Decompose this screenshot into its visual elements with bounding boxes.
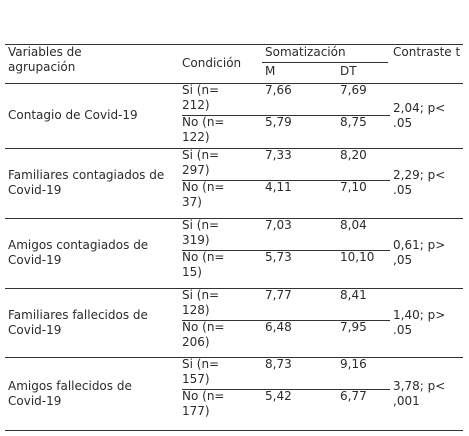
m-cell: 8,73 xyxy=(265,357,292,371)
m-cell: 7,33 xyxy=(265,148,292,162)
contrast-cell: 3,78; p< ,001 xyxy=(393,378,446,408)
dt-cell: 9,16 xyxy=(340,357,367,371)
rule xyxy=(5,83,463,84)
condition-cell: Si (n= 128) xyxy=(182,288,220,317)
dt-cell: 8,20 xyxy=(340,148,367,162)
m-cell: 7,03 xyxy=(265,218,292,232)
m-cell: 4,11 xyxy=(265,180,292,194)
group-label: Familiares contagiados de Covid-19 xyxy=(8,168,165,197)
header-cell: Variables de agrupación xyxy=(8,45,82,74)
dt-cell: 7,69 xyxy=(340,83,367,97)
contrast-cell: 0,61; p> ,05 xyxy=(393,238,446,267)
contrast-cell: 2,29; p< .05 xyxy=(393,168,446,197)
group-label: Amigos contagiados de Covid-19 xyxy=(8,238,149,267)
rule xyxy=(5,357,463,358)
group-label: Familiares fallecidos de Covid-19 xyxy=(8,307,148,337)
rule xyxy=(182,389,390,390)
group-label: Contagio de Covid-19 xyxy=(8,108,138,122)
dt-cell: 10,10 xyxy=(340,250,375,264)
header-cell: Somatización xyxy=(265,45,346,59)
header-cell: Contraste t xyxy=(393,45,461,59)
rule xyxy=(182,250,390,251)
m-cell: 7,77 xyxy=(265,288,292,302)
condition-cell: Si (n= 297) xyxy=(182,148,220,177)
m-cell: 5,42 xyxy=(265,389,292,403)
dt-cell: 7,10 xyxy=(340,180,367,194)
condition-cell: Si (n= 157) xyxy=(182,357,220,386)
contrast-cell: 1,40; p> .05 xyxy=(393,307,446,337)
rule xyxy=(262,62,388,63)
dt-cell: 8,41 xyxy=(340,288,367,302)
m-cell: 5,73 xyxy=(265,250,292,264)
header-cell: Condición xyxy=(182,56,242,70)
dt-cell: 8,04 xyxy=(340,218,367,232)
m-cell: 6,48 xyxy=(265,320,292,334)
condition-cell: No (n= 177) xyxy=(182,389,225,418)
rule xyxy=(182,320,390,321)
group-label: Amigos fallecidos de Covid-19 xyxy=(8,378,132,408)
contrast-cell: 2,04; p< .05 xyxy=(393,100,446,130)
condition-cell: Si (n= 319) xyxy=(182,218,220,247)
rule xyxy=(5,148,463,149)
header-cell: M xyxy=(265,64,276,78)
condition-cell: No (n= 206) xyxy=(182,320,225,349)
rule xyxy=(5,44,463,45)
condition-cell: No (n= 15) xyxy=(182,250,225,279)
condition-cell: No (n= 122) xyxy=(182,115,225,144)
m-cell: 7,66 xyxy=(265,83,292,97)
rule xyxy=(5,288,463,289)
dt-cell: 8,75 xyxy=(340,115,367,129)
m-cell: 5,79 xyxy=(265,115,292,129)
condition-cell: No (n= 37) xyxy=(182,180,225,209)
rule xyxy=(5,218,463,219)
condition-cell: Si (n= 212) xyxy=(182,83,220,112)
dt-cell: 6,77 xyxy=(340,389,367,403)
rule xyxy=(5,430,463,431)
dt-cell: 7,95 xyxy=(340,320,367,334)
rule xyxy=(182,180,390,181)
header-cell: DT xyxy=(340,64,357,78)
rule xyxy=(182,115,390,116)
